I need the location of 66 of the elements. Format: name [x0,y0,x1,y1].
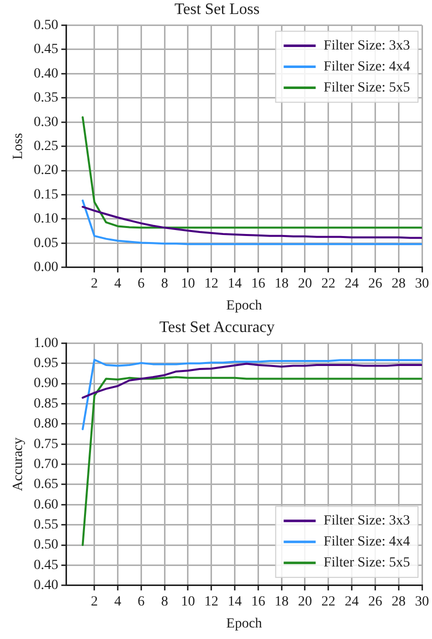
x-axis-title: Epoch [226,298,262,314]
y-tick-label: 0.15 [34,187,58,202]
y-tick-label: 0.40 [34,578,58,594]
x-tick-label: 12 [204,594,218,610]
x-tick-label: 28 [392,594,406,610]
x-tick-label: 16 [251,594,266,610]
x-tick-label: 14 [228,276,242,292]
y-tick-label: 0.70 [34,456,58,472]
x-tick-label: 24 [344,276,359,292]
x-tick-label: 10 [180,276,195,292]
x-tick-label: 2 [90,276,98,292]
y-axis-title: Accuracy [11,437,26,492]
x-tick-label: 18 [274,594,289,610]
y-tick-label: 0.45 [34,42,58,58]
x-tick-label: 30 [415,276,429,292]
y-tick-label: 0.00 [34,260,58,276]
y-tick-label: 0.25 [34,138,58,154]
x-tick-label: 22 [321,594,336,610]
x-tick-label: 24 [344,594,359,610]
y-tick-label: 0.30 [34,114,58,130]
x-tick-label: 4 [114,594,122,610]
y-tick-label: 0.05 [34,236,58,251]
y-tick-label: 0.90 [34,376,58,392]
y-tick-label: 0.65 [34,477,58,492]
y-tick-label: 0.80 [34,416,58,432]
x-tick-label: 30 [415,594,429,610]
x-tick-label: 8 [161,276,168,292]
x-tick-label: 8 [161,594,168,610]
x-tick-label: 4 [114,276,122,292]
legend-label: Filter Size: 5x5 [324,80,410,96]
y-tick-label: 0.95 [34,356,58,372]
y-tick-label: 0.10 [34,212,58,227]
chart-title: Test Set Accuracy [159,318,275,336]
x-tick-label: 28 [392,276,406,292]
x-tick-label: 18 [274,276,289,292]
y-tick-label: 0.50 [34,538,58,553]
x-tick-label: 14 [228,594,242,610]
x-tick-label: 22 [321,276,336,292]
y-tick-label: 0.85 [34,396,58,412]
y-tick-label: 0.55 [34,518,58,533]
legend-label: Filter Size: 3x3 [324,514,410,529]
x-tick-label: 16 [251,276,266,292]
x-tick-label: 10 [180,594,195,610]
y-tick-label: 1.00 [34,336,58,351]
x-tick-label: 6 [138,594,145,610]
x-tick-label: 26 [368,594,382,610]
chart-title: Test Set Loss [174,0,260,18]
y-tick-label: 0.35 [34,90,58,106]
legend-label: Filter Size: 4x4 [324,534,410,550]
x-tick-label: 6 [138,276,145,292]
legend-label: Filter Size: 3x3 [324,38,410,54]
x-tick-label: 20 [298,276,312,292]
y-axis-title: Loss [11,133,26,160]
legend-label: Filter Size: 5x5 [324,556,410,571]
y-tick-label: 0.75 [34,436,58,452]
x-tick-label: 26 [368,276,382,292]
x-tick-label: 12 [204,276,218,292]
y-tick-label: 0.50 [34,18,58,33]
y-tick-label: 0.45 [34,558,58,573]
x-tick-label: 20 [298,594,312,610]
y-tick-label: 0.60 [34,497,58,512]
y-tick-label: 0.40 [34,66,58,82]
x-axis-title: Epoch [226,616,262,632]
y-tick-label: 0.20 [34,163,58,178]
legend-label: Filter Size: 4x4 [324,59,410,74]
x-tick-label: 2 [90,594,98,610]
